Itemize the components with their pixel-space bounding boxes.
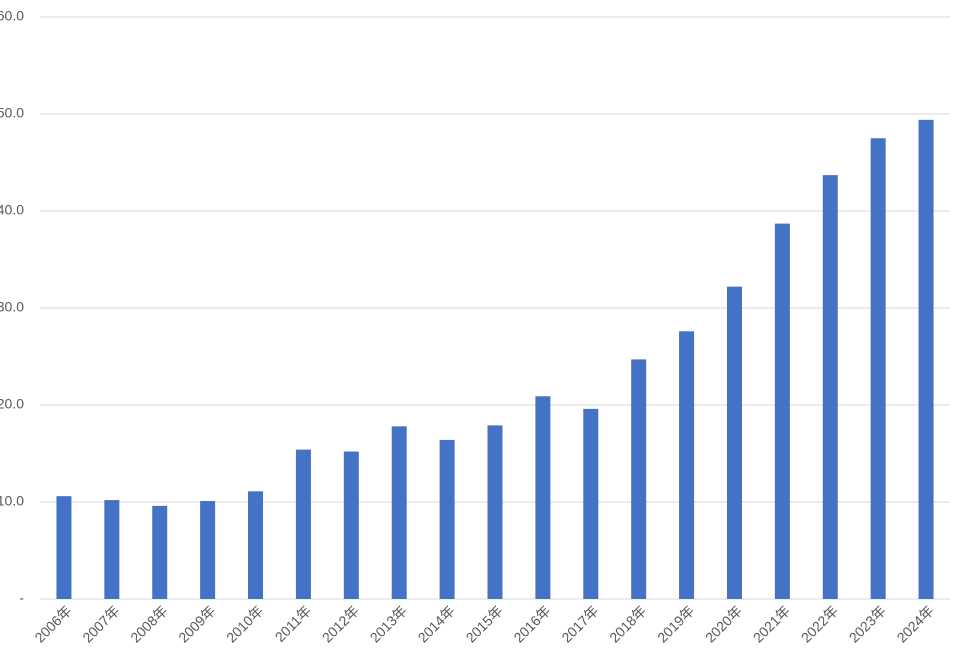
- x-tick-label: 2018年: [606, 602, 649, 645]
- x-tick-label: 2020年: [702, 602, 745, 645]
- x-tick-label: 2012年: [319, 602, 362, 645]
- x-tick-label: 2014年: [415, 602, 458, 645]
- bar: [535, 396, 551, 599]
- x-tick-label: 2010年: [223, 602, 266, 645]
- x-tick-label: 2024年: [894, 602, 937, 645]
- y-tick-label: 60.0: [0, 8, 24, 24]
- x-tick-label: 2006年: [31, 602, 74, 645]
- bar: [870, 138, 886, 599]
- x-tick-label: 2021年: [750, 602, 793, 645]
- x-tick-label: 2023年: [846, 602, 889, 645]
- bar: [248, 491, 264, 599]
- x-tick-label: 2013年: [367, 602, 410, 645]
- bar: [679, 331, 695, 599]
- bar: [152, 505, 168, 599]
- x-tick-label: 2008年: [127, 602, 170, 645]
- x-tick-label: 2011年: [272, 602, 315, 645]
- bar: [726, 286, 742, 599]
- y-tick-label: 30.0: [0, 299, 24, 315]
- bar: [439, 439, 455, 599]
- y-tick-label: -: [19, 590, 24, 606]
- x-tick-label: 2016年: [510, 602, 553, 645]
- bar: [295, 449, 311, 599]
- bar: [774, 223, 790, 600]
- x-tick-label: 2009年: [175, 602, 218, 645]
- y-tick-label: 50.0: [0, 105, 24, 121]
- x-tick-label: 2017年: [558, 602, 601, 645]
- bar: [343, 451, 359, 599]
- bar: [391, 426, 407, 599]
- y-tick-label: 40.0: [0, 202, 24, 218]
- x-tick-label: 2022年: [798, 602, 841, 645]
- x-tick-label: 2019年: [654, 602, 697, 645]
- bar: [822, 175, 838, 600]
- bar: [104, 500, 120, 599]
- bar: [918, 119, 934, 599]
- bar: [56, 496, 72, 599]
- bar: [200, 501, 216, 599]
- bar: [487, 425, 503, 599]
- y-tick-label: 10.0: [0, 493, 24, 509]
- x-tick-label: 2015年: [462, 602, 505, 645]
- bar: [631, 359, 647, 599]
- x-tick-label: 2007年: [79, 602, 122, 645]
- bar: [583, 408, 599, 599]
- y-tick-label: 20.0: [0, 396, 24, 412]
